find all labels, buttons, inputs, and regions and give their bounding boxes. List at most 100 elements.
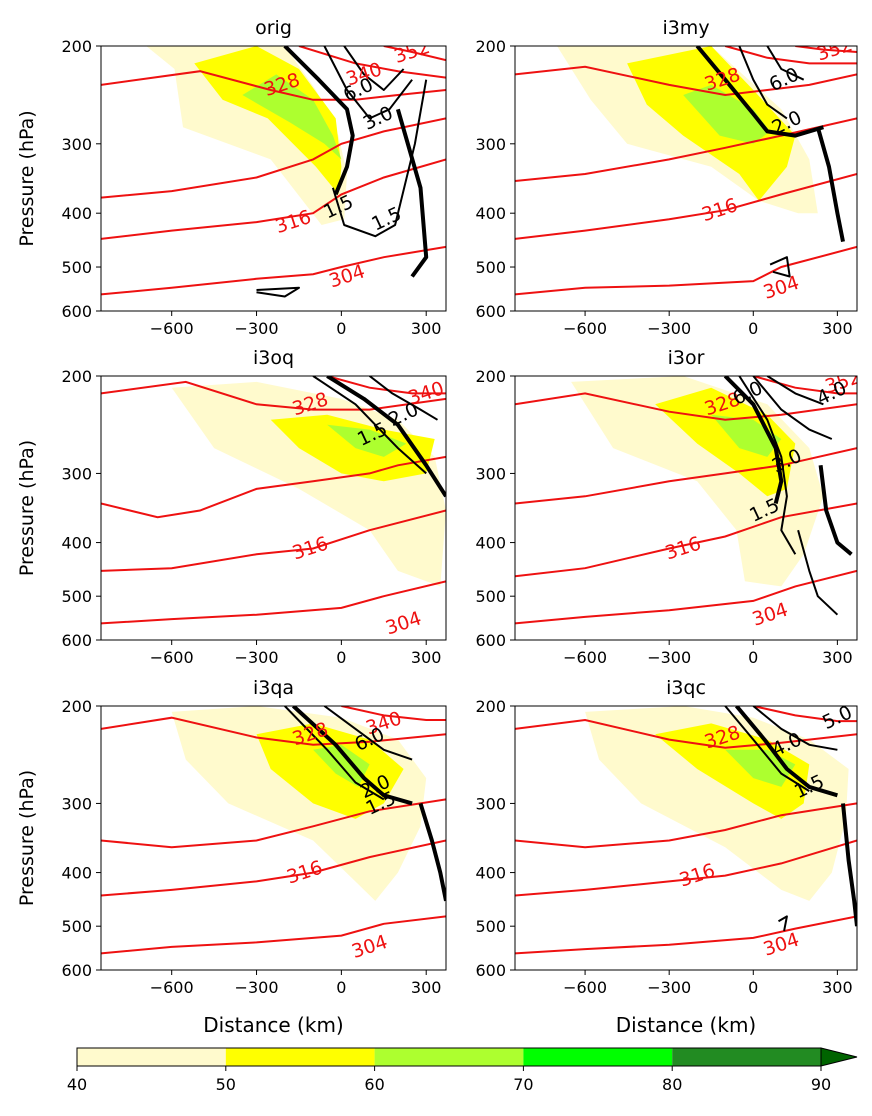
black-contour <box>368 376 439 421</box>
black-contour <box>738 376 797 555</box>
theta-contour <box>515 392 857 421</box>
theta-contour <box>515 117 857 182</box>
theta-contour <box>101 716 446 746</box>
x-tick-label: −600 <box>150 978 194 997</box>
x-tick-label: −600 <box>563 978 607 997</box>
y-tick-label: 200 <box>61 367 92 386</box>
panel-title: i3or <box>668 347 705 369</box>
y-tick-label: 400 <box>61 534 92 553</box>
black-contour <box>777 915 788 932</box>
y-tick-label: 600 <box>61 302 92 321</box>
y-tick-label: 300 <box>61 135 92 154</box>
filled-contour-60 <box>242 74 342 160</box>
theta-contour <box>101 915 446 955</box>
theta-contour <box>101 245 446 296</box>
theta-contour <box>101 839 446 897</box>
y-axis-label: Pressure (hPa) <box>16 110 38 246</box>
x-tick-label: 300 <box>822 648 853 667</box>
x-tick-label: 0 <box>748 319 758 338</box>
theta-contour <box>753 706 857 723</box>
colorbar-segment <box>374 1048 524 1066</box>
colorbar-tick-label: 60 <box>364 1075 384 1094</box>
y-tick-label: 500 <box>475 258 506 277</box>
thick-contour <box>695 46 824 138</box>
theta-contour <box>101 509 446 572</box>
y-tick-label: 500 <box>61 917 92 936</box>
panel-title: i3qc <box>666 677 706 699</box>
x-tick-label: 300 <box>822 978 853 997</box>
x-tick-label: 0 <box>336 978 346 997</box>
theta-contour <box>101 117 446 199</box>
x-tick-label: −600 <box>150 319 194 338</box>
x-tick-label: −600 <box>563 648 607 667</box>
black-contour <box>769 256 791 278</box>
theta-contour <box>101 70 446 101</box>
colorbar-tick-label: 40 <box>67 1075 87 1094</box>
black-contour <box>312 376 427 475</box>
y-tick-label: 600 <box>475 631 506 650</box>
theta-contour <box>795 46 857 53</box>
axes-frame <box>100 375 447 641</box>
thick-contour <box>395 108 429 278</box>
x-tick-label: −300 <box>235 978 279 997</box>
panel-title: i3my <box>662 17 709 39</box>
panel-title: i3oq <box>253 347 294 369</box>
theta-contour <box>515 718 857 749</box>
y-tick-label: 600 <box>61 961 92 980</box>
thick-contour <box>841 803 857 927</box>
theta-contour <box>515 915 857 955</box>
colorbar-segment <box>672 1048 821 1066</box>
filled-contour-50 <box>270 414 435 482</box>
thick-contour <box>326 376 446 498</box>
thick-contour <box>283 46 355 196</box>
x-tick-label: −300 <box>647 648 691 667</box>
black-contour <box>343 46 405 91</box>
axes-frame <box>100 705 447 971</box>
y-tick-label: 200 <box>475 37 506 56</box>
theta-contour <box>101 580 446 625</box>
thick-contour <box>818 465 853 556</box>
y-tick-label: 400 <box>61 864 92 883</box>
axes-frame <box>514 375 858 641</box>
y-tick-label: 300 <box>61 794 92 813</box>
colorbar-segment <box>225 1048 375 1066</box>
theta-contour <box>515 447 857 505</box>
filled-contour-60 <box>683 84 771 144</box>
theta-contour <box>753 376 857 395</box>
theta-contour <box>383 46 446 62</box>
filled-contour-50 <box>194 46 342 195</box>
black-contour <box>284 706 385 801</box>
thick-contour <box>418 802 446 902</box>
colorbar-frame <box>76 1047 822 1067</box>
x-tick-label: −300 <box>235 319 279 338</box>
black-contour <box>323 706 413 761</box>
y-tick-label: 500 <box>475 917 506 936</box>
y-tick-label: 500 <box>475 587 506 606</box>
y-tick-label: 500 <box>61 587 92 606</box>
panel-title: i3qa <box>253 677 294 699</box>
black-contour <box>752 376 833 440</box>
x-tick-label: −300 <box>235 648 279 667</box>
filled-contour-50 <box>256 723 404 819</box>
y-tick-label: 400 <box>475 534 506 553</box>
theta-contour <box>515 802 857 849</box>
theta-contour <box>326 376 446 395</box>
y-tick-label: 300 <box>475 464 506 483</box>
x-tick-label: 300 <box>411 319 442 338</box>
y-tick-label: 200 <box>61 697 92 716</box>
y-tick-label: 300 <box>61 464 92 483</box>
y-tick-label: 300 <box>475 135 506 154</box>
black-contour <box>323 46 413 120</box>
x-tick-label: 0 <box>748 978 758 997</box>
x-tick-label: −300 <box>647 978 691 997</box>
axes-frame <box>100 45 447 312</box>
x-tick-label: 0 <box>336 319 346 338</box>
